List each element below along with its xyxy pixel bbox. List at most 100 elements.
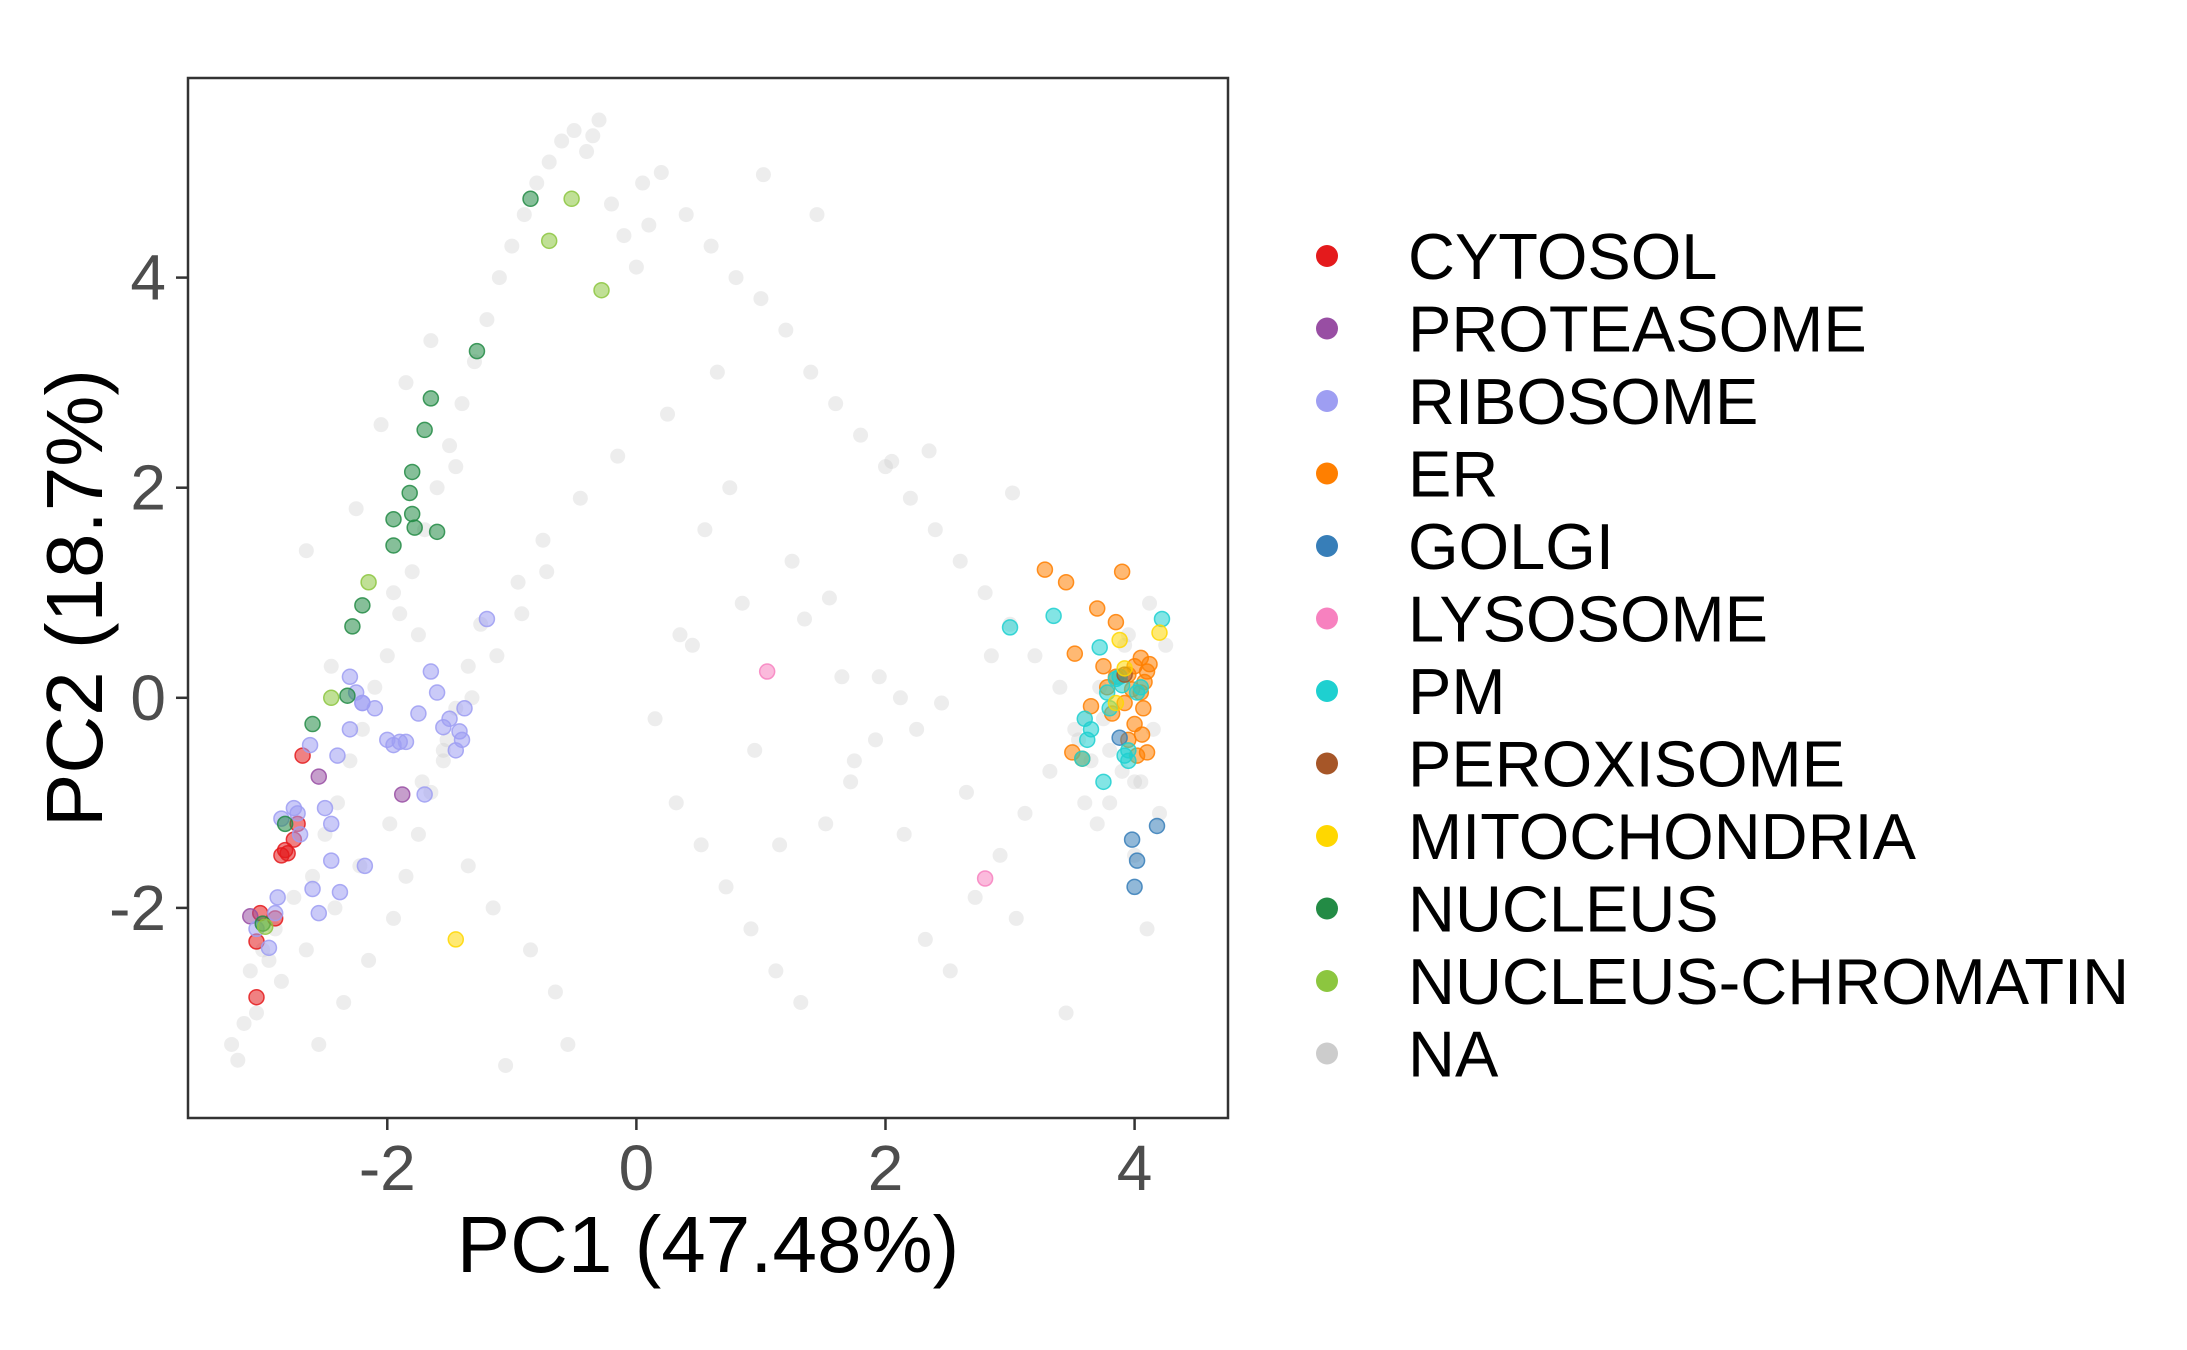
point-na — [610, 448, 626, 464]
legend-key-golgi — [1316, 535, 1338, 557]
x-tick-label: 4 — [1117, 1132, 1153, 1204]
point-na — [843, 774, 859, 790]
point-na — [678, 207, 694, 223]
point-na — [423, 333, 439, 349]
point-mitochondria — [1111, 631, 1128, 649]
point-nucleus-chromatin — [540, 232, 558, 250]
point-lysosome — [758, 663, 776, 680]
point-na — [1127, 774, 1143, 790]
point-proteasome — [393, 786, 411, 803]
point-ribosome — [301, 736, 319, 754]
point-mitochondria — [1107, 694, 1125, 712]
point-pm — [1132, 679, 1150, 696]
point-na — [1005, 485, 1021, 501]
point-mitochondria — [1151, 624, 1168, 641]
point-na — [342, 753, 358, 769]
point-na — [523, 942, 539, 958]
point-na — [554, 133, 570, 149]
point-na — [797, 611, 813, 627]
point-nucleus-chromatin — [256, 918, 274, 936]
legend-key-proteasome — [1316, 317, 1338, 340]
point-nucleus — [468, 342, 486, 360]
point-ribosome — [310, 904, 328, 922]
point-ribosome — [356, 857, 374, 875]
point-er — [1138, 744, 1156, 761]
point-na — [566, 123, 582, 139]
point-nucleus — [304, 715, 321, 733]
point-na — [327, 900, 343, 916]
point-na — [853, 427, 869, 443]
point-na — [367, 679, 383, 695]
point-na — [1027, 648, 1043, 664]
point-na — [485, 900, 501, 916]
point-na — [846, 753, 862, 769]
point-na — [755, 167, 771, 183]
legend-label-ribosome: RIBOSOME — [1408, 365, 1758, 438]
legend-key-pm — [1316, 680, 1338, 702]
point-na — [410, 826, 426, 842]
point-na — [414, 774, 430, 790]
point-pm — [1082, 721, 1100, 738]
point-na — [603, 196, 619, 212]
point-nucleus — [422, 390, 440, 407]
legend-label-pm: PM — [1408, 655, 1506, 728]
point-nucleus — [276, 815, 294, 833]
point-na — [703, 238, 719, 254]
point-na — [768, 963, 784, 979]
legend-label-golgi: GOLGI — [1408, 510, 1614, 583]
point-pm — [1045, 607, 1062, 625]
point-na — [224, 1036, 240, 1052]
x-axis-title: PC1 (47.48%) — [457, 1200, 959, 1289]
point-na — [498, 1057, 514, 1073]
point-na — [354, 721, 370, 737]
point-ribosome — [260, 939, 278, 957]
point-na — [539, 564, 555, 580]
point-na — [917, 931, 933, 947]
point-na — [435, 742, 451, 758]
point-ribosome — [291, 826, 309, 843]
point-na — [722, 480, 738, 496]
point-proteasome — [310, 768, 328, 785]
point-na — [535, 532, 551, 548]
legend-key-mitochondria — [1316, 825, 1338, 847]
point-na — [236, 1015, 252, 1031]
point-pm — [1001, 619, 1019, 636]
point-na — [942, 963, 958, 979]
point-na — [460, 858, 476, 874]
legend-label-nucleus: NUCLEUS — [1408, 873, 1719, 946]
point-na — [547, 984, 563, 1000]
point-na — [529, 175, 545, 191]
point-nucleus — [522, 190, 539, 208]
legend-label-proteasome: PROTEASOME — [1408, 293, 1867, 366]
point-na — [784, 553, 800, 569]
legend-label-nucleus-chromatin: NUCLEUS-CHROMATIN — [1408, 945, 2129, 1018]
point-na — [510, 574, 526, 590]
point-cytosol — [279, 845, 296, 862]
point-golgi — [1128, 852, 1146, 869]
point-na — [828, 396, 844, 412]
point-ribosome — [316, 799, 334, 817]
point-na — [668, 795, 684, 811]
point-golgi — [1126, 878, 1143, 896]
point-na — [1089, 816, 1105, 832]
point-na — [641, 217, 657, 233]
point-na — [753, 291, 769, 307]
point-na — [361, 952, 377, 968]
y-tick-label: -2 — [109, 872, 166, 944]
point-na — [628, 259, 644, 275]
point-er — [1057, 573, 1075, 591]
point-er — [1135, 700, 1152, 717]
point-na — [398, 868, 414, 884]
point-na — [1042, 763, 1058, 779]
point-nucleus-chromatin — [593, 281, 610, 299]
point-na — [404, 564, 420, 580]
point-mitochondria — [447, 931, 465, 948]
point-na — [1133, 774, 1149, 790]
point-pm — [1074, 750, 1091, 767]
point-na — [230, 1052, 246, 1068]
point-er — [1133, 726, 1151, 743]
point-na — [572, 490, 588, 506]
point-na — [579, 144, 595, 160]
point-ribosome — [341, 721, 359, 738]
